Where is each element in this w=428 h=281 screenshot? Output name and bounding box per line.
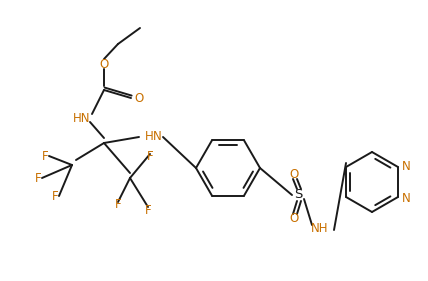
Text: O: O [289, 169, 299, 182]
Text: O: O [99, 58, 109, 71]
Text: H: H [145, 130, 153, 144]
Text: O: O [134, 92, 144, 105]
Text: N: N [153, 130, 161, 144]
Text: F: F [42, 149, 48, 162]
Text: F: F [52, 189, 58, 203]
Text: F: F [145, 203, 152, 216]
Text: F: F [35, 171, 42, 185]
Text: N: N [401, 160, 410, 173]
Text: S: S [294, 189, 302, 201]
Text: F: F [147, 151, 153, 164]
Text: F: F [115, 198, 121, 212]
Text: HN: HN [73, 112, 91, 124]
Text: N: N [401, 191, 410, 205]
Text: NH: NH [311, 221, 329, 235]
Text: O: O [289, 212, 299, 225]
